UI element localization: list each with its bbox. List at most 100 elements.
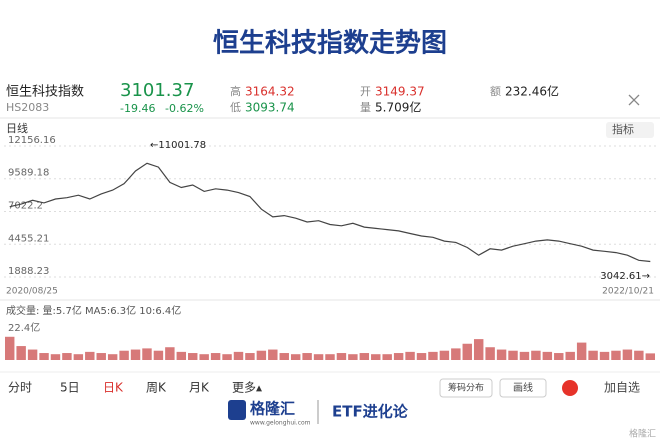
watermark: 格隆汇: [629, 428, 656, 440]
volume-bar: [371, 354, 381, 360]
x-start-label: 2020/08/25: [6, 287, 58, 297]
indicator-button[interactable]: [606, 122, 654, 138]
volume-bar: [290, 354, 301, 360]
volume-bar: [130, 349, 141, 360]
volume-bar: [565, 351, 575, 360]
volume-bar: [542, 351, 553, 360]
volume-bar: [496, 349, 507, 360]
index-code: HS2083: [6, 101, 49, 114]
volume-bar: [554, 353, 564, 360]
high: 3164.32: [245, 85, 295, 99]
page-title: 恒生科技指数走势图: [213, 29, 447, 59]
volume-bar: [576, 342, 587, 360]
volume-title: 成交量: 量:5.7亿 MA5:6.3亿 10:6.4亿: [6, 304, 181, 317]
volume-bar: [634, 350, 644, 360]
x-end-label: 2022/10/21: [602, 287, 654, 297]
volume-bar: [165, 347, 175, 360]
volume-bar: [599, 351, 610, 360]
action-button-text: 画线: [513, 381, 533, 394]
volume-bar: [39, 353, 49, 360]
volume-bar: [50, 354, 61, 360]
volume-bar: [73, 354, 84, 360]
volume-bar: [176, 351, 187, 360]
high-label: 高: [230, 84, 241, 98]
close-button[interactable]: [628, 94, 640, 106]
period-tab[interactable]: 日K: [103, 381, 124, 395]
price-line: [9, 162, 651, 263]
volume-bar: [531, 350, 541, 360]
max-annotation: ←11001.78: [150, 140, 206, 151]
volume-bar: [416, 353, 427, 360]
low: 3093.74: [245, 101, 295, 115]
column-name: ETF进化论: [332, 403, 409, 421]
volume-bar: [96, 353, 106, 360]
volume-bar: [210, 353, 221, 360]
volume-bar: [107, 354, 118, 360]
volume-bar: [153, 350, 164, 360]
volume-bar: [611, 350, 621, 360]
min-annotation: 3042.61→: [600, 271, 650, 282]
volume-bar: [382, 354, 392, 360]
volume-bar: [519, 351, 530, 360]
y-tick-label: 9589.18: [8, 168, 49, 179]
volume-bar: [336, 353, 347, 360]
period-tab[interactable]: 更多▴: [232, 381, 262, 395]
price: 3101.37: [120, 80, 194, 101]
index-name: 恒生科技指数: [6, 85, 84, 100]
volume-bar: [451, 348, 461, 360]
volume-bar: [5, 336, 15, 360]
volume-bar: [439, 350, 450, 360]
change-pct: -0.62%: [165, 102, 204, 115]
action-button-text: 筹码分布: [448, 382, 484, 394]
volume-bar: [313, 354, 324, 360]
open: 3149.37: [375, 85, 425, 99]
volume-bar: [405, 351, 415, 360]
y-tick-label: 1888.23: [8, 266, 49, 277]
volume-bar: [119, 350, 129, 360]
volume-bar: [199, 354, 209, 360]
brand-logo: [228, 400, 246, 420]
volume-bar: [325, 354, 335, 360]
volume-bar: [359, 353, 370, 360]
chip-button[interactable]: [439, 378, 493, 398]
volume-bar: [245, 353, 255, 360]
y-tick-label: 7022.2: [8, 200, 43, 211]
y-tick-label: 12156.16: [8, 135, 56, 146]
volume-bar: [588, 350, 598, 360]
volume-bar: [85, 351, 95, 360]
volume-bar: [622, 349, 633, 360]
indicator-text: 指标: [612, 122, 634, 136]
volume-bar: [62, 353, 72, 360]
volume: 5.709亿: [375, 100, 421, 115]
y-tick-label: 22.4亿: [8, 321, 40, 334]
change: -19.46: [120, 102, 155, 115]
low-label: 低: [230, 101, 241, 114]
period-tab[interactable]: 月K: [189, 381, 210, 395]
draw-button[interactable]: [499, 378, 547, 398]
volume-bar: [462, 343, 472, 360]
volume-label: 量: [360, 101, 371, 114]
period-tab[interactable]: 5日: [60, 381, 80, 395]
brand-site: www.gelonghui.com: [250, 420, 311, 427]
open-label: 开: [360, 85, 371, 98]
record-button[interactable]: [562, 380, 578, 396]
volume-bar: [233, 351, 244, 360]
volume-bar: [222, 354, 232, 360]
amount-label: 额: [490, 85, 501, 98]
volume-bar: [16, 346, 26, 360]
volume-bar: [428, 351, 438, 360]
period-label: 日线: [6, 121, 28, 135]
period-tab[interactable]: 分时: [8, 381, 32, 395]
volume-bar: [142, 348, 152, 360]
brand: 格隆汇: [250, 400, 295, 418]
volume-bar: [302, 353, 312, 360]
volume-bar: [508, 350, 518, 360]
volume-bar: [279, 353, 289, 360]
volume-bar: [473, 339, 484, 360]
volume-bar: [348, 354, 358, 360]
y-tick-label: 4455.21: [8, 233, 49, 244]
volume-bar: [27, 349, 38, 360]
volume-bar: [645, 353, 655, 360]
period-tab[interactable]: 周K: [146, 381, 167, 395]
